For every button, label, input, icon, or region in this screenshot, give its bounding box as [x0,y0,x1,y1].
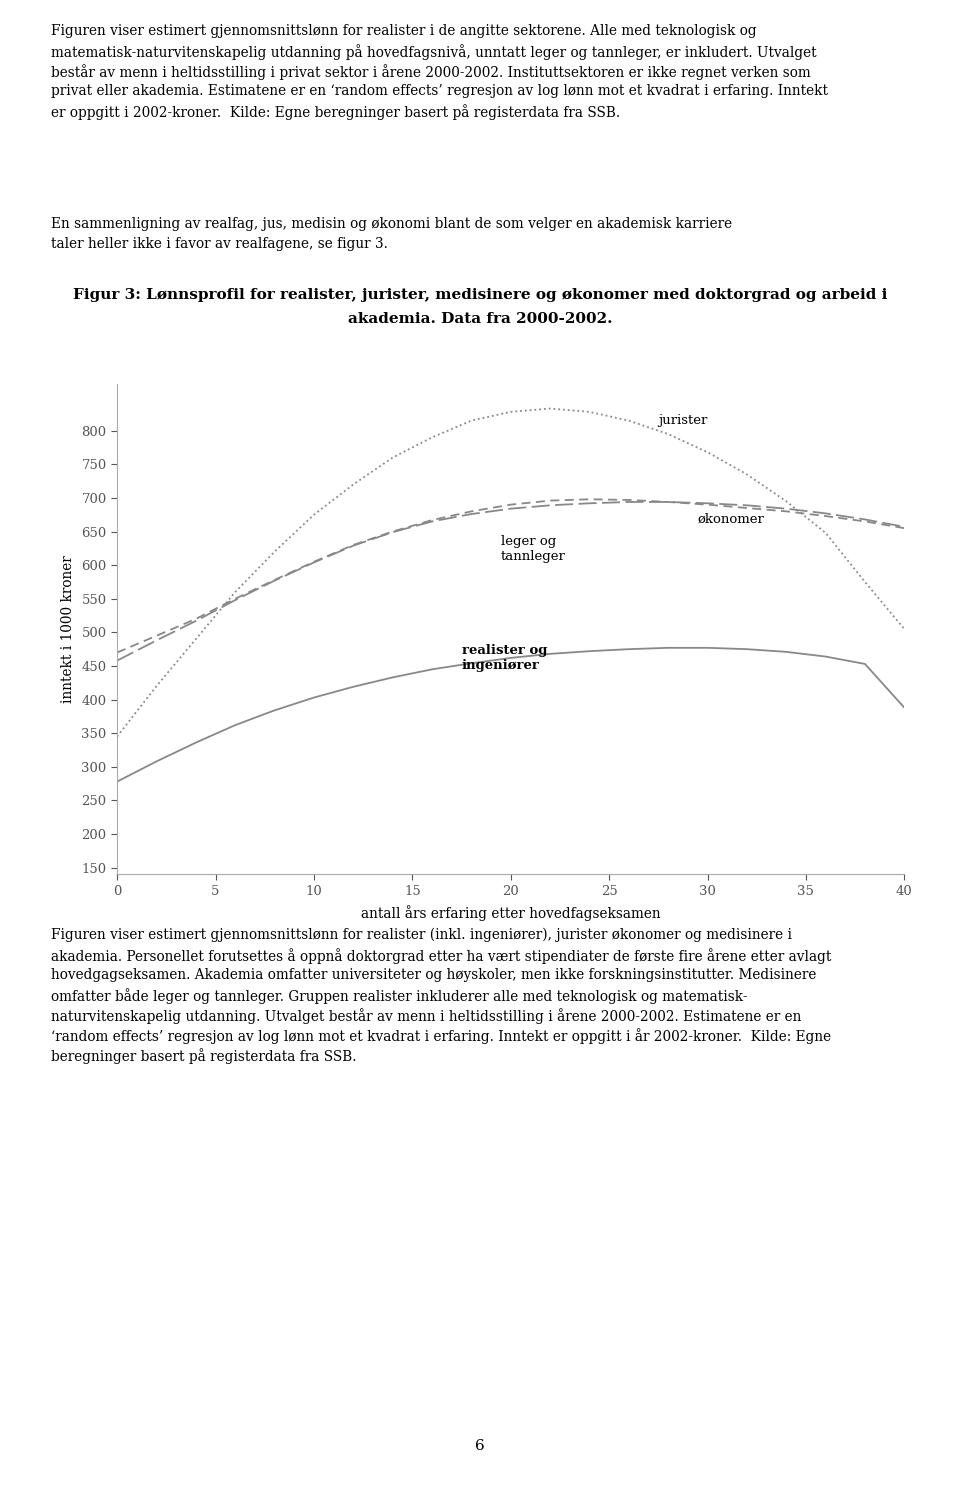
Text: beregninger basert på registerdata fra SSB.: beregninger basert på registerdata fra S… [51,1048,356,1065]
Text: akademia. Personellet forutsettes å oppnå doktorgrad etter ha vært stipendiater : akademia. Personellet forutsettes å oppn… [51,949,831,964]
Text: akademia. Data fra 2000-2002.: akademia. Data fra 2000-2002. [348,312,612,326]
Text: realister og
ingeniører: realister og ingeniører [462,644,547,672]
Text: Figur 3: Lønnsprofil for realister, jurister, medisinere og økonomer med doktorg: Figur 3: Lønnsprofil for realister, juri… [73,288,887,302]
Text: privat eller akademia. Estimatene er en ‘random effects’ regresjon av log lønn m: privat eller akademia. Estimatene er en … [51,83,828,98]
Text: naturvitenskapelig utdanning. Utvalget består av menn i heltidsstilling i årene : naturvitenskapelig utdanning. Utvalget b… [51,1008,802,1025]
Text: 6: 6 [475,1439,485,1453]
Text: består av menn i heltidsstilling i privat sektor i årene 2000-2002. Instituttsek: består av menn i heltidsstilling i priva… [51,64,810,80]
Text: matematisk-naturvitenskapelig utdanning på hovedfagsnivå, unntatt leger og tannl: matematisk-naturvitenskapelig utdanning … [51,43,817,59]
Text: økonomer: økonomer [698,512,764,525]
Text: Figuren viser estimert gjennomsnittslønn for realister (inkl. ingeniører), juris: Figuren viser estimert gjennomsnittslønn… [51,928,792,943]
Text: En sammenligning av realfag, jus, medisin og økonomi blant de som velger en akad: En sammenligning av realfag, jus, medisi… [51,217,732,230]
Text: omfatter både leger og tannleger. Gruppen realister inkluderer alle med teknolog: omfatter både leger og tannleger. Gruppe… [51,987,748,1004]
Text: hovedgagseksamen. Akademia omfatter universiteter og høyskoler, men ikke forskni: hovedgagseksamen. Akademia omfatter univ… [51,968,816,981]
X-axis label: antall års erfaring etter hovedfagseksamen: antall års erfaring etter hovedfagseksam… [361,904,660,920]
Text: ‘random effects’ regresjon av log lønn mot et kvadrat i erfaring. Inntekt er opp: ‘random effects’ regresjon av log lønn m… [51,1029,831,1044]
Text: jurister: jurister [659,413,708,427]
Text: er oppgitt i 2002-kroner.  Kilde: Egne beregninger basert på registerdata fra SS: er oppgitt i 2002-kroner. Kilde: Egne be… [51,104,620,120]
Text: Figuren viser estimert gjennomsnittslønn for realister i de angitte sektorene. A: Figuren viser estimert gjennomsnittslønn… [51,24,756,37]
Text: leger og
tannleger: leger og tannleger [501,535,565,562]
Y-axis label: inntekt i 1000 kroner: inntekt i 1000 kroner [60,555,75,703]
Text: taler heller ikke i favor av realfagene, se figur 3.: taler heller ikke i favor av realfagene,… [51,238,388,251]
